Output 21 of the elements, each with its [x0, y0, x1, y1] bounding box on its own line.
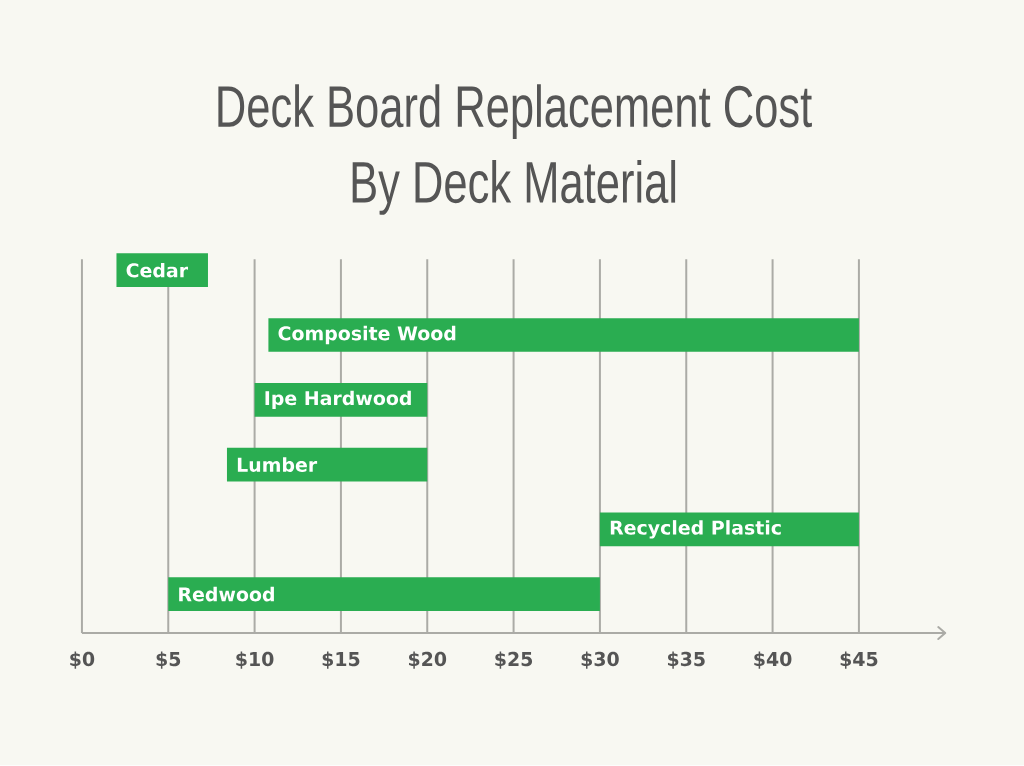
x-tick-label: $30	[581, 651, 619, 669]
x-tick-label: $40	[754, 651, 792, 669]
y-tick-label: Composite Wood	[278, 326, 456, 345]
bar	[268, 318, 859, 353]
x-tick-label: $10	[236, 651, 274, 669]
x-tick-label: $0	[70, 651, 95, 669]
y-tick-label: Ipe Hardwood	[265, 390, 411, 410]
y-tick-label: Recycled Plastic	[610, 520, 781, 539]
x-tick-label: $5	[156, 651, 181, 669]
bar	[116, 253, 208, 288]
y-tick-label: Cedar	[126, 263, 189, 278]
bar	[226, 447, 428, 482]
x-tick-label: $25	[495, 651, 533, 669]
x-tick-label: $45	[840, 651, 878, 669]
y-tick-label: Redwood	[179, 587, 274, 602]
x-tick-label: $20	[408, 651, 447, 669]
chart-title: Deck Board Replacement Cost By Deck Material	[218, 84, 812, 216]
x-tick-label: $35	[667, 651, 705, 669]
y-tick-label: Lumber	[237, 457, 318, 473]
bar	[168, 577, 600, 612]
x-tick-label: $15	[322, 651, 360, 669]
